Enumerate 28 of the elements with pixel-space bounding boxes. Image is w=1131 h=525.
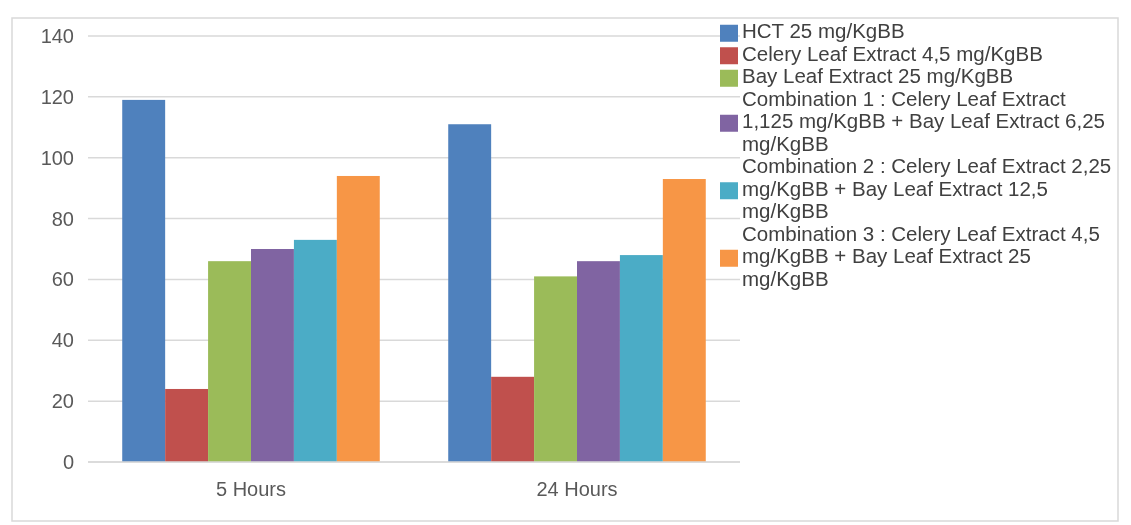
bar xyxy=(448,124,492,462)
bar xyxy=(534,276,577,462)
bar xyxy=(165,388,209,462)
bar xyxy=(662,179,706,462)
legend-label: Bay Leaf Extract 25 mg/KgBB xyxy=(742,64,1014,87)
legend-label: HCT 25 mg/KgBB xyxy=(742,19,905,42)
legend-label: Celery Leaf Extract 4,5 mg/KgBB xyxy=(742,41,1043,65)
bar xyxy=(208,261,251,462)
y-tick-label: 40 xyxy=(51,329,74,352)
x-tick-label: 24 Hours xyxy=(536,478,618,500)
bar xyxy=(251,249,294,462)
y-tick-label: 20 xyxy=(51,390,74,413)
y-tick-label: 120 xyxy=(40,85,74,108)
bar xyxy=(491,376,535,462)
x-tick-label: 5 Hours xyxy=(215,478,287,500)
bar xyxy=(577,261,620,462)
bar xyxy=(122,99,166,462)
bar xyxy=(293,239,337,462)
y-tick-label: 0 xyxy=(62,451,74,473)
y-tick-label: 60 xyxy=(51,268,74,291)
y-tick-label: 140 xyxy=(40,25,74,47)
legend-label: Combination 3 : Celery Leaf Extract 4,5 mg/KgBB + Bay Leaf Extract 25 mg/KgBB xyxy=(742,221,1100,290)
bar xyxy=(619,255,663,462)
legend-label: Combination 1 : Celery Leaf Extract 1,125 mg/KgBB + Bay Leaf Extract 6,25 mg/KgBB xyxy=(742,86,1105,155)
y-tick-label: 80 xyxy=(51,207,74,230)
bar xyxy=(336,175,380,462)
y-tick-label: 100 xyxy=(40,146,74,169)
legend-label: Combination 2 : Celery Leaf Extract 2,25 mg/KgBB + Bay Leaf Extract 12,5 mg/KgBB xyxy=(742,154,1112,222)
